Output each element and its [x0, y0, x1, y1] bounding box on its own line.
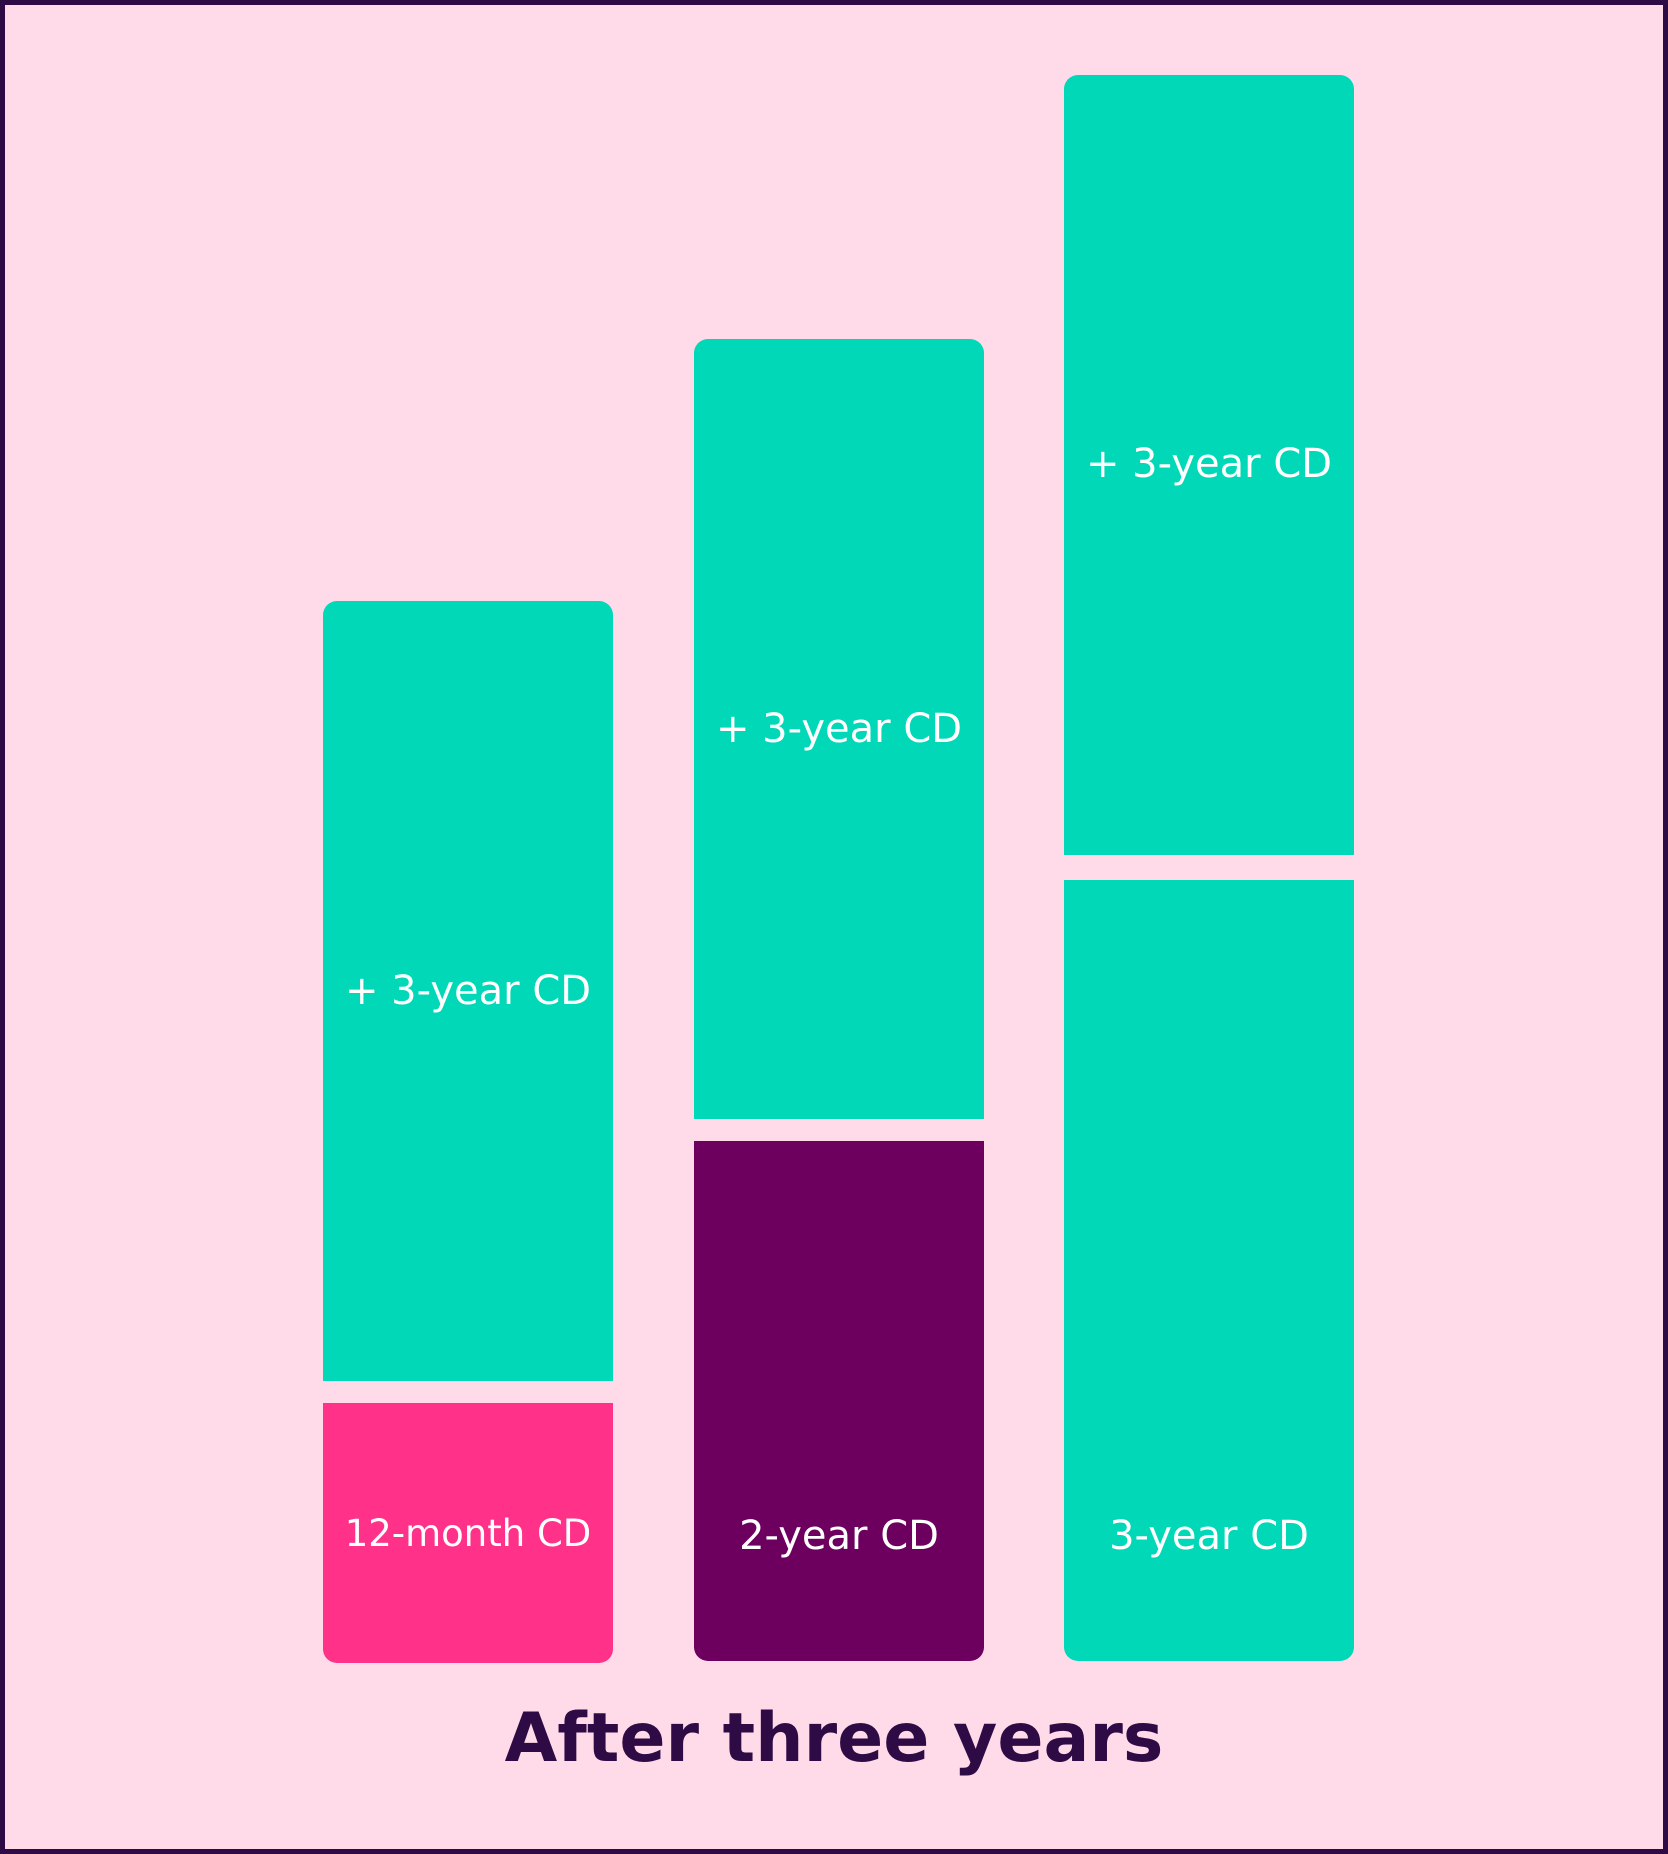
column-1-base-segment: 12-month CD — [323, 1403, 613, 1663]
caption: After three years — [504, 1699, 1164, 1778]
column-2-top-segment: + 3-year CD — [694, 339, 984, 1119]
column-1-top-label: + 3-year CD — [344, 968, 592, 1014]
column-3-top-segment: + 3-year CD — [1064, 75, 1354, 855]
column-1-top-segment: + 3-year CD — [323, 601, 613, 1381]
column-2-base-segment: 2-year CD — [694, 1141, 984, 1661]
column-1-base-label: 12-month CD — [344, 1511, 592, 1555]
column-2-top-label: + 3-year CD — [715, 706, 963, 752]
column-2-base-label: 2-year CD — [739, 1513, 939, 1559]
column-3-base-label: 3-year CD — [1109, 1513, 1309, 1559]
column-3-top-label: + 3-year CD — [1085, 441, 1333, 487]
column-3-base-segment: 3-year CD — [1064, 880, 1354, 1661]
